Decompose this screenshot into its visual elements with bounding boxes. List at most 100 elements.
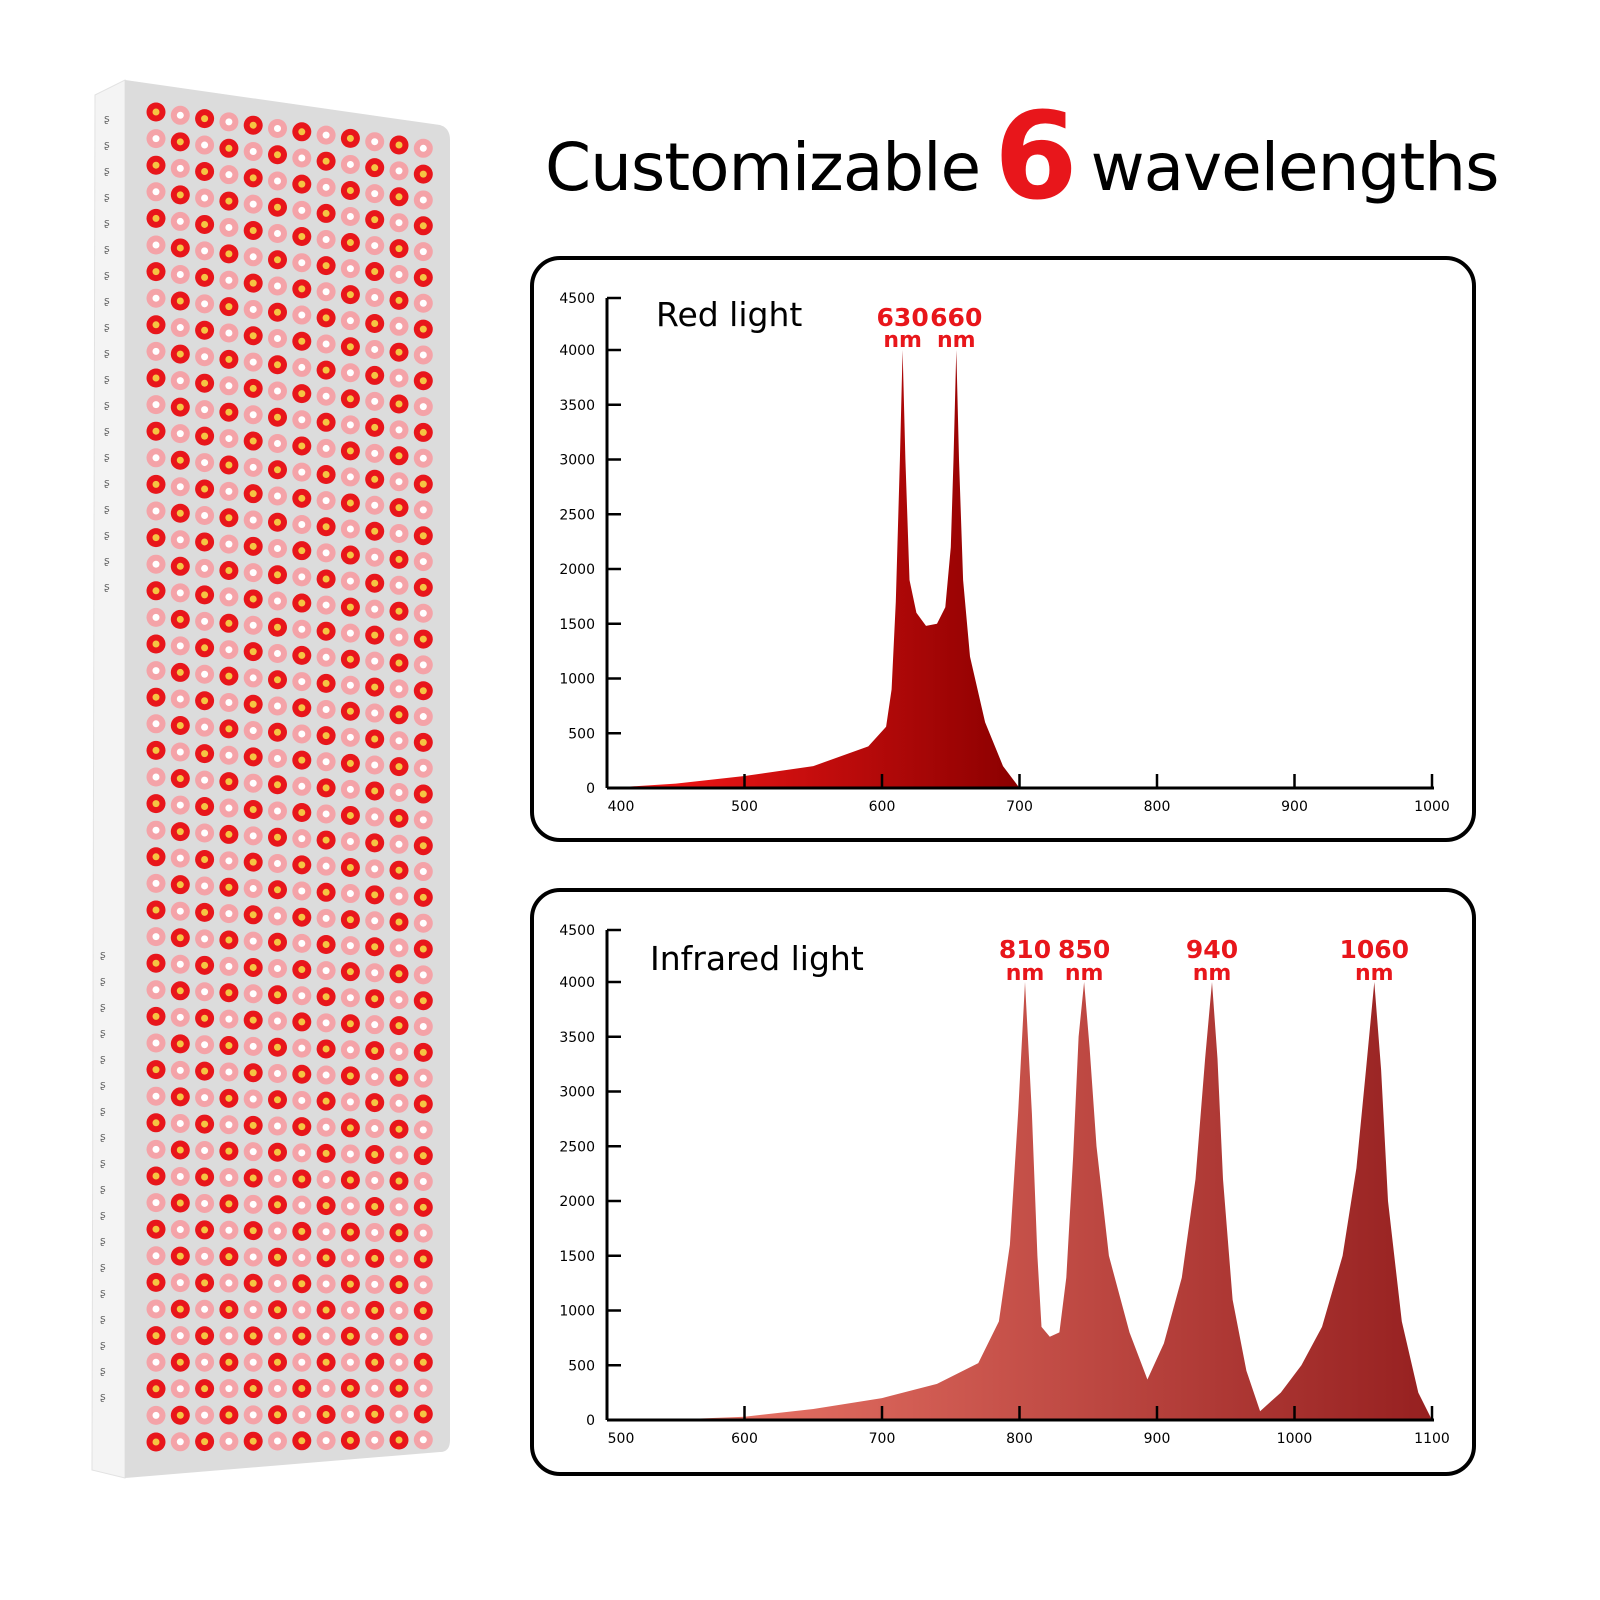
vent-slot: ʂ bbox=[104, 320, 110, 333]
led-core bbox=[346, 343, 354, 351]
led-core bbox=[395, 866, 403, 874]
led-core bbox=[274, 807, 281, 815]
led-core bbox=[371, 319, 379, 327]
led-core bbox=[371, 1177, 379, 1184]
led-core bbox=[249, 121, 257, 129]
led-core bbox=[371, 1436, 379, 1444]
led-core bbox=[395, 970, 403, 978]
led-core bbox=[419, 790, 427, 798]
led-core bbox=[322, 1149, 330, 1157]
led-core bbox=[225, 857, 233, 865]
led-core bbox=[176, 1066, 184, 1074]
led-core bbox=[419, 1436, 427, 1444]
led-core bbox=[395, 1281, 403, 1289]
led-core bbox=[176, 1093, 184, 1101]
led-core bbox=[395, 1229, 403, 1237]
led-core bbox=[249, 779, 257, 787]
led-core bbox=[249, 437, 257, 445]
led-core bbox=[371, 294, 379, 302]
vent-slot: ʂ bbox=[100, 1130, 106, 1143]
led-core bbox=[176, 1199, 184, 1207]
led-core bbox=[395, 1177, 403, 1185]
led-core bbox=[176, 854, 184, 862]
led-core bbox=[419, 687, 427, 695]
led-core bbox=[371, 138, 379, 146]
led-core bbox=[419, 893, 427, 901]
led-core bbox=[176, 1040, 184, 1048]
led-core bbox=[225, 197, 233, 205]
led-core bbox=[274, 1385, 281, 1392]
led-core bbox=[371, 1228, 379, 1236]
led-core bbox=[322, 993, 330, 1001]
led-core bbox=[249, 937, 257, 945]
led-core bbox=[346, 421, 354, 429]
led-core bbox=[395, 271, 403, 278]
led-core bbox=[322, 1228, 330, 1236]
vent-slot: ʂ bbox=[100, 1312, 106, 1325]
led-core bbox=[322, 549, 330, 557]
led-core bbox=[225, 936, 233, 944]
led-core bbox=[249, 463, 257, 471]
led-core bbox=[419, 997, 427, 1005]
led-core bbox=[274, 623, 281, 631]
led-core bbox=[274, 492, 281, 500]
led-core bbox=[249, 174, 257, 182]
led-core bbox=[274, 991, 281, 999]
led-core bbox=[225, 567, 233, 575]
led-core bbox=[176, 1385, 184, 1393]
led-core bbox=[152, 560, 160, 568]
led-core bbox=[346, 473, 354, 481]
y-tick-label: 1500 bbox=[559, 1249, 595, 1265]
led-core bbox=[274, 1070, 281, 1077]
y-tick-label: 2000 bbox=[559, 562, 595, 578]
led-core bbox=[152, 1252, 160, 1260]
vent-slot: ʂ bbox=[100, 1208, 106, 1221]
led-core bbox=[274, 1201, 281, 1209]
led-core bbox=[274, 755, 281, 762]
vent-slot: ʂ bbox=[104, 424, 110, 437]
led-core bbox=[298, 861, 306, 869]
led-core bbox=[152, 1305, 160, 1313]
y-tick-label: 4000 bbox=[559, 343, 595, 359]
led-core bbox=[395, 737, 403, 745]
led-core bbox=[419, 325, 427, 333]
led-core bbox=[201, 1305, 209, 1313]
led-core bbox=[322, 1306, 330, 1314]
led-core bbox=[419, 403, 427, 411]
led-core bbox=[371, 371, 379, 379]
led-core bbox=[371, 761, 379, 769]
led-core bbox=[346, 707, 354, 715]
led-core bbox=[419, 144, 427, 152]
led-core bbox=[371, 917, 379, 925]
led-core bbox=[419, 764, 427, 772]
led-core bbox=[249, 727, 257, 735]
led-core bbox=[322, 523, 330, 531]
led-core bbox=[176, 748, 184, 756]
led-core bbox=[201, 961, 209, 969]
led-core bbox=[298, 573, 306, 581]
led-core bbox=[371, 1306, 379, 1314]
led-core bbox=[249, 1306, 257, 1314]
led-core bbox=[274, 335, 281, 342]
led-core bbox=[322, 1045, 330, 1053]
y-tick-label: 2500 bbox=[559, 507, 595, 523]
led-core bbox=[322, 1332, 330, 1340]
led-core bbox=[249, 279, 257, 287]
x-tick-label: 500 bbox=[731, 799, 758, 815]
led-core bbox=[346, 186, 354, 194]
led-core bbox=[395, 944, 403, 952]
led-core bbox=[201, 908, 209, 916]
led-core bbox=[371, 1151, 379, 1159]
led-core bbox=[225, 1358, 233, 1366]
led-core bbox=[176, 509, 184, 517]
led-core bbox=[225, 1147, 233, 1155]
led-core bbox=[152, 268, 160, 276]
led-core bbox=[201, 882, 209, 890]
y-tick-label: 500 bbox=[568, 1358, 595, 1374]
led-core bbox=[322, 575, 330, 583]
led-core bbox=[152, 1199, 160, 1207]
vent-slot: ʂ bbox=[104, 164, 110, 177]
led-core bbox=[371, 1202, 379, 1210]
x-tick-label: 1000 bbox=[1277, 1431, 1313, 1447]
led-core bbox=[249, 411, 257, 419]
